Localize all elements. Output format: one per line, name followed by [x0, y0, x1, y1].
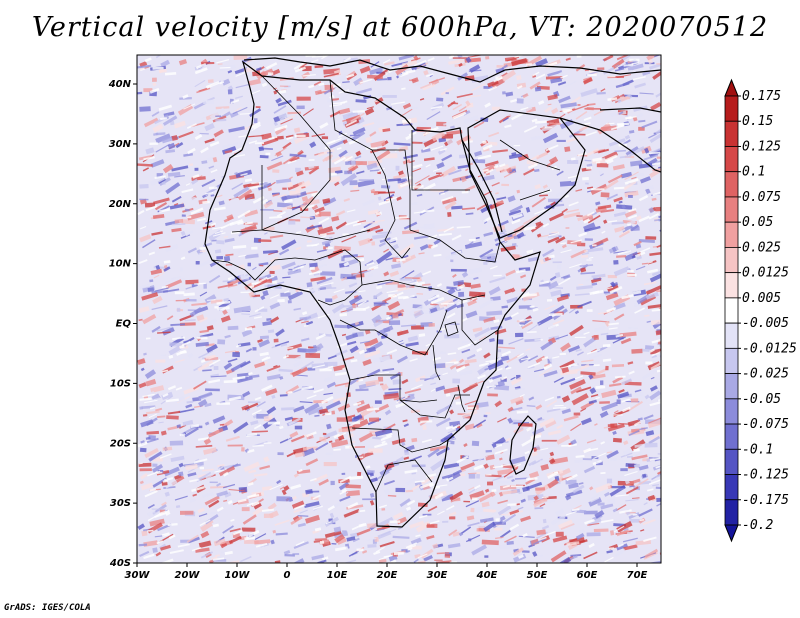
border-central [361, 279, 486, 301]
colorbar-label: 0.075 [742, 190, 781, 205]
colorbar-swatch [724, 373, 739, 400]
lat-tick-label: EQ [116, 319, 132, 330]
lake-malawi [457, 384, 466, 413]
chart-title: Vertical velocity [m/s] at 600hPa, VT: 2… [31, 12, 769, 43]
colorbar-label: 0.175 [742, 89, 781, 104]
plot-frame [136, 54, 662, 564]
lon-tick-label: 70E [627, 570, 648, 581]
lon-tick-label: 10E [327, 570, 348, 581]
colorbar-label: -0.005 [742, 316, 789, 331]
colorbar-label: 0.1 [742, 165, 765, 180]
lat-tick-label: 20N [109, 199, 132, 210]
colorbar-swatch [724, 272, 739, 299]
border-angola [349, 374, 438, 403]
arabia-coastline [467, 109, 586, 239]
colorbar-swatch [724, 146, 739, 173]
colorbar-label: -0.05 [742, 392, 781, 407]
lon-tick-label: 50E [527, 570, 548, 581]
grads-credit: GrADS: IGES/COLA [4, 603, 91, 613]
colorbar-swatch [724, 171, 739, 198]
colorbar-label: 0.05 [742, 215, 773, 230]
border-east [461, 300, 499, 346]
colorbar-swatch [724, 474, 739, 501]
vertical-velocity-field [137, 55, 661, 563]
colorbar-swatch [724, 499, 739, 526]
lat-tick-label: 10S [110, 378, 131, 389]
lon-tick-label: 40E [476, 570, 498, 581]
asia-coastline [559, 107, 661, 173]
colorbar-swatch [724, 297, 739, 324]
colorbar-top-arrow [724, 78, 739, 97]
madagascar-coastline [509, 415, 537, 475]
border-arabia [499, 139, 561, 201]
colorbar-label: 0.125 [742, 139, 781, 154]
lon-tick-label: 10W [225, 570, 251, 581]
border-congo [339, 309, 448, 356]
colorbar-label: 0.005 [742, 291, 781, 306]
colorbar-swatch [724, 120, 739, 147]
colorbar-label: 0.15 [742, 114, 773, 129]
lat-tick-label: 40S [109, 558, 131, 569]
colorbar-swatch [724, 347, 739, 374]
red-sea [461, 139, 503, 233]
border-egypt-sudan [411, 130, 470, 191]
colorbar-label: -0.1 [742, 442, 773, 457]
colorbar-label: -0.025 [742, 367, 789, 382]
lon-tick-label: 60E [577, 570, 598, 581]
colorbar-bottom-arrow [724, 524, 739, 543]
colorbar-label: -0.0125 [742, 341, 797, 356]
colorbar-swatch [724, 247, 739, 274]
colorbar-swatch [724, 196, 739, 223]
lat-tick-label: 30N [109, 139, 132, 150]
border-sudan [409, 229, 501, 263]
border-mali-niger [261, 165, 371, 241]
lon-tick-label: 0 [284, 570, 291, 581]
colorbar-swatch [724, 423, 739, 450]
colorbar-label: -0.175 [742, 493, 789, 508]
colorbar-label: -0.075 [742, 417, 789, 432]
lon-tick-label: 30E [427, 570, 448, 581]
colorbar-swatch [724, 322, 739, 349]
border-nigeria [294, 249, 363, 306]
africa-coastline [204, 60, 541, 528]
border-chad [371, 149, 411, 259]
lake-tanganyika [432, 344, 441, 381]
colorbar-swatch [724, 95, 739, 122]
border-south [351, 427, 449, 453]
coastlines-and-borders [204, 57, 661, 528]
border-namibia-sa [375, 459, 433, 493]
colorbar-label: -0.2 [742, 518, 773, 533]
lake-victoria [444, 321, 459, 337]
border-sahara-2 [329, 79, 411, 230]
lat-tick-label: 40N [108, 79, 132, 90]
colorbar-label: 0.025 [742, 240, 781, 255]
colorbar-label: -0.125 [742, 468, 789, 483]
colorbar-swatch [724, 221, 739, 248]
lon-tick-label: 20W [175, 570, 201, 581]
lon-tick-label: 20E [377, 570, 398, 581]
border-west [211, 257, 296, 281]
colorbar: 0.175 0.15 0.125 0.1 0.075 0.05 0.025 0.0125 0.0… [724, 78, 797, 543]
lon-tick-label: 30W [125, 570, 151, 581]
colorbar-label: 0.0125 [742, 266, 789, 281]
colorbar-swatch [724, 448, 739, 475]
colorbar-swatch [724, 398, 739, 425]
lat-tick-label: 20S [110, 438, 131, 449]
lat-tick-label: 30S [110, 498, 131, 509]
lat-tick-label: 10N [109, 259, 132, 270]
europe-coastline [243, 57, 661, 83]
